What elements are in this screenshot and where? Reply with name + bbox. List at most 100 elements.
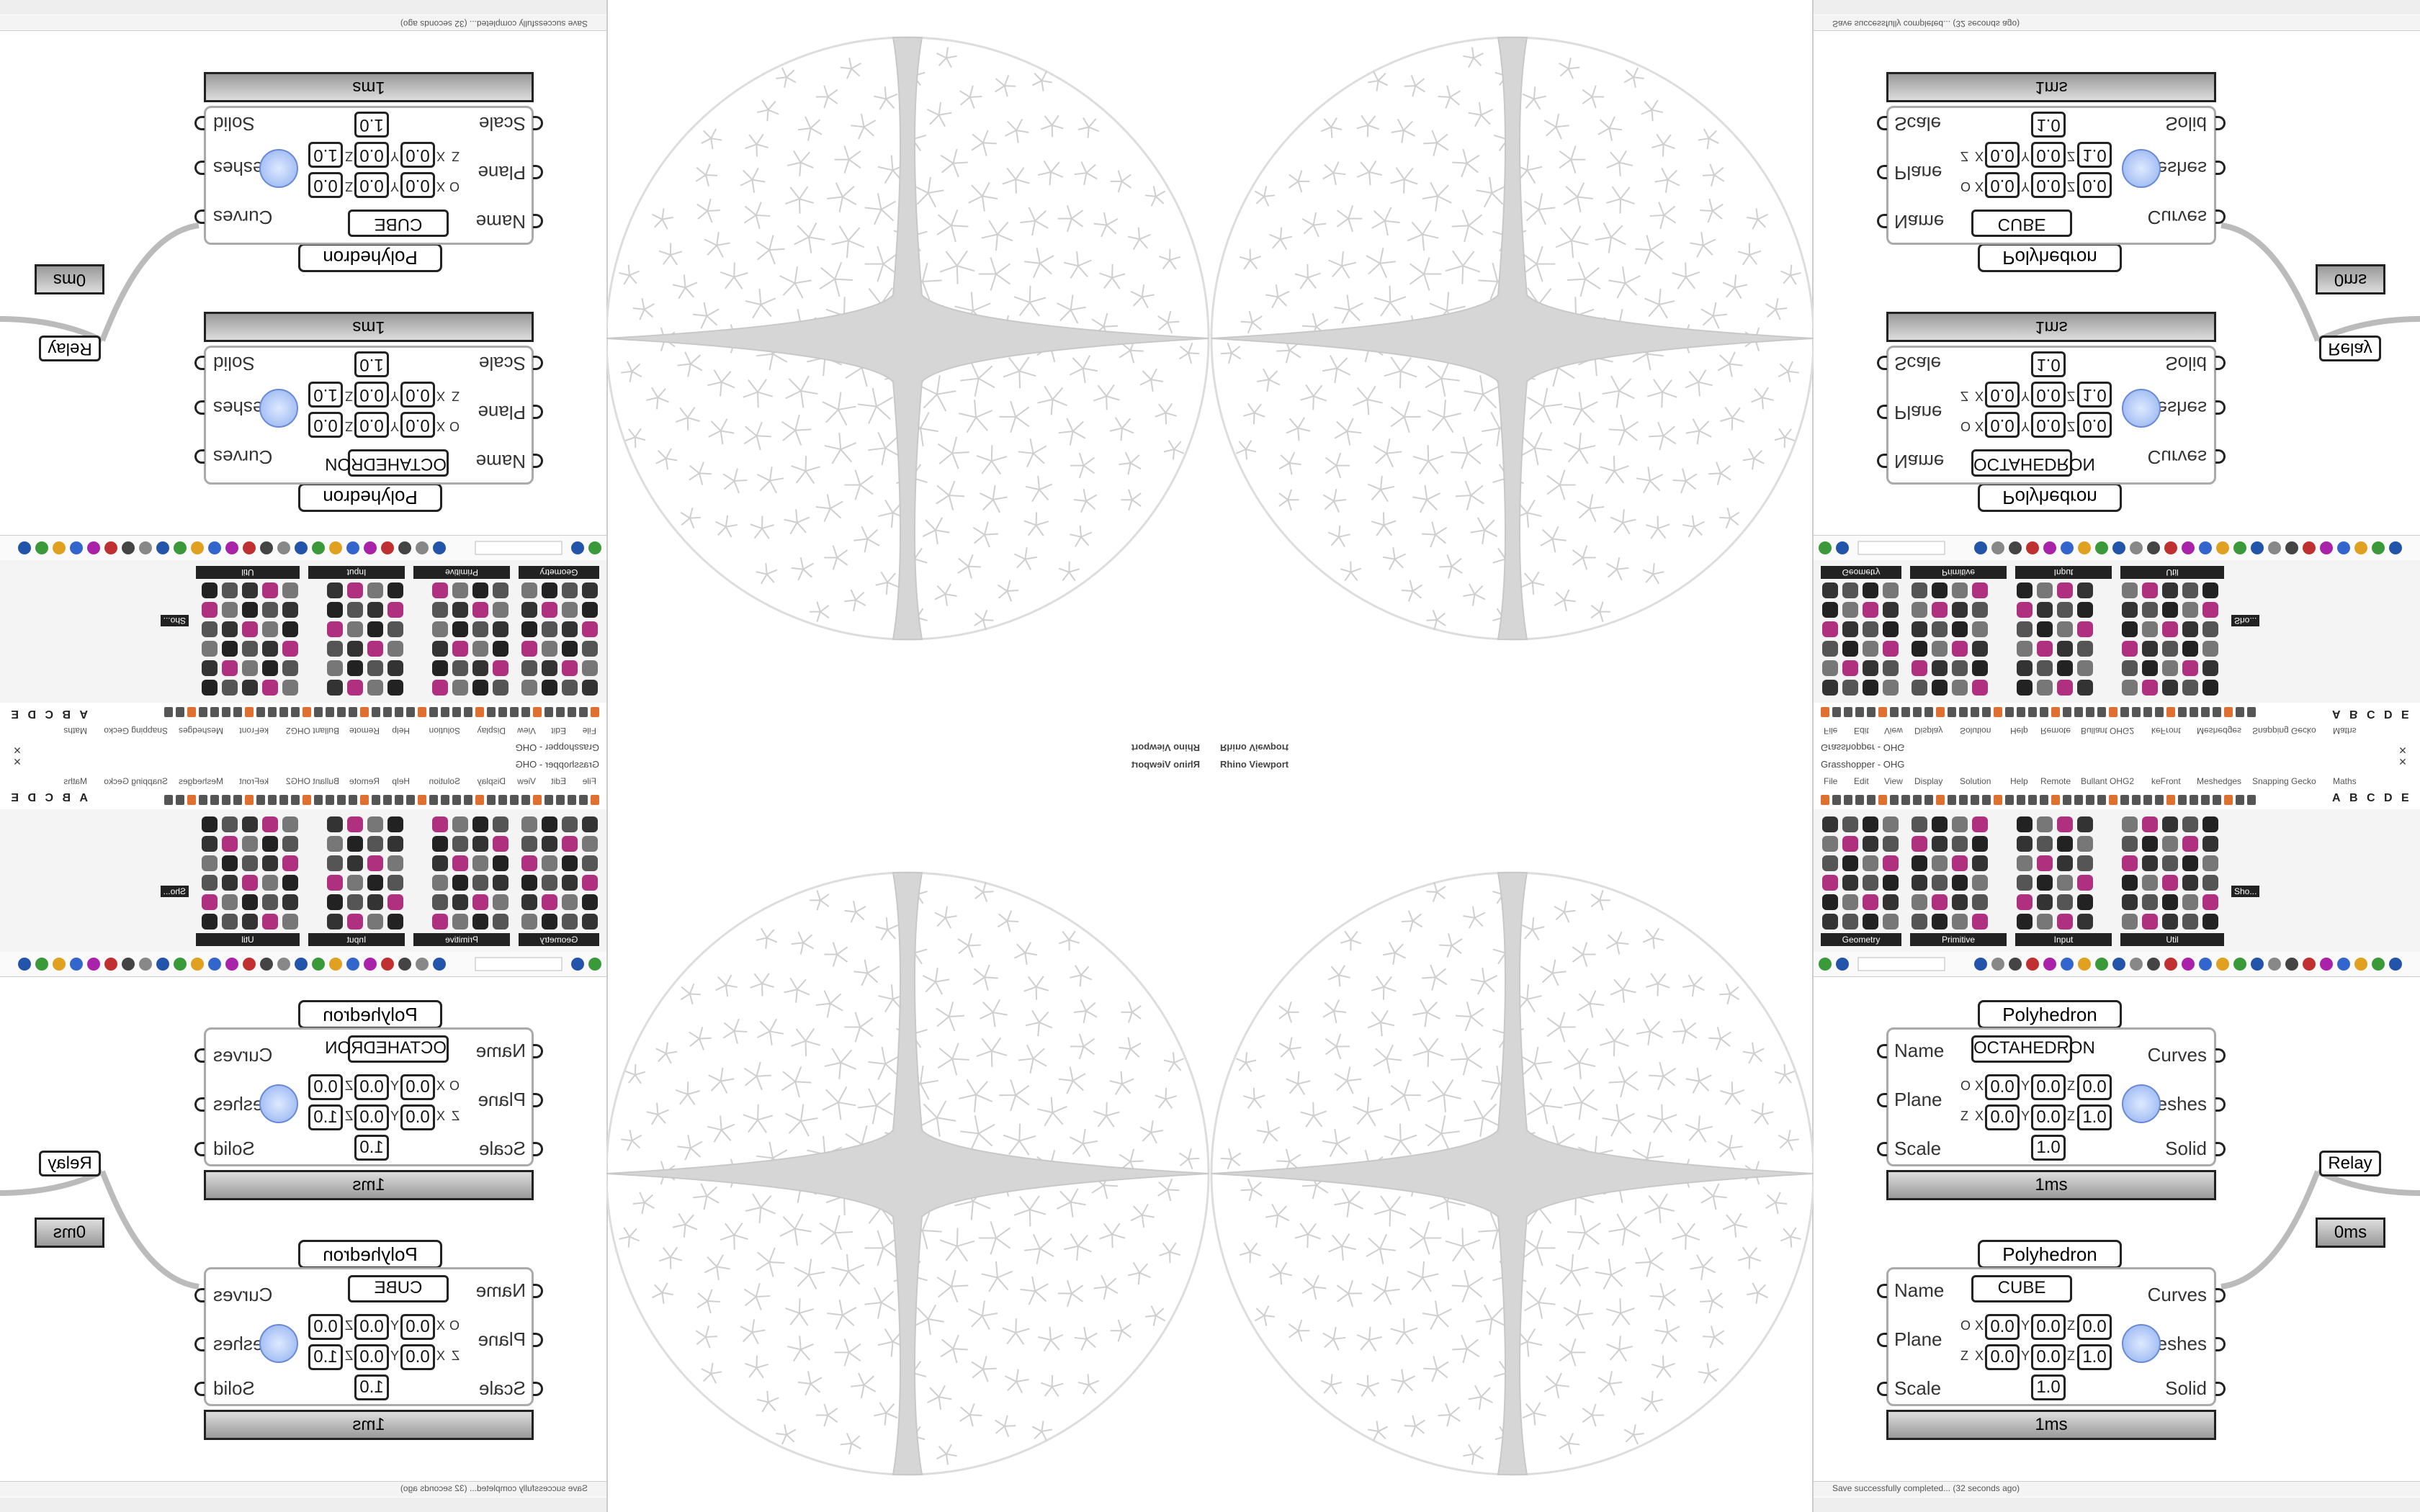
menu-item[interactable]: Edit <box>551 726 566 736</box>
mesh-icon <box>259 1084 298 1123</box>
menu-item[interactable]: Edit <box>551 776 566 786</box>
menu-item[interactable]: View <box>517 776 536 786</box>
menu-item[interactable]: Display <box>477 776 506 786</box>
menu-item[interactable]: Meshedges <box>178 776 223 786</box>
menu-item[interactable]: File <box>1824 776 1838 786</box>
viewport: Rhino Viewport <box>606 756 1210 1512</box>
menu-item[interactable]: Display <box>477 726 506 736</box>
menu-item[interactable]: Snapping Gecko <box>2252 776 2316 786</box>
menu-item[interactable]: File <box>582 726 596 736</box>
menu-item[interactable]: Solution <box>429 726 460 736</box>
menu-item[interactable]: Meshedges <box>2197 776 2242 786</box>
menu-item[interactable]: Meshedges <box>2197 726 2242 736</box>
menu-item[interactable]: Maths <box>63 726 87 736</box>
plane-row-label: Z <box>452 1109 460 1123</box>
menu-item[interactable]: Help <box>2010 726 2028 736</box>
quadrant: Rhino Viewport Grasshopper - OHG ✕ File Edit… <box>0 0 1210 756</box>
output-label: Curves <box>2147 207 2207 228</box>
axis-label: Y <box>390 419 399 433</box>
menu-item[interactable]: keFront <box>2151 726 2181 736</box>
menu-item[interactable]: Bullant OHG2 <box>2081 726 2135 736</box>
input-grip <box>1877 116 1887 130</box>
component-body[interactable]: Name Curves Plane Meshes Scale Solid OCTAHEDRO… <box>194 1027 543 1166</box>
component-body[interactable]: Name Curves Plane Meshes Scale Solid OCTAHEDRO… <box>194 346 543 485</box>
relay-label[interactable]: Relay <box>2319 336 2381 361</box>
close-button[interactable]: ✕ <box>2398 756 2407 768</box>
menu-item[interactable]: Remote <box>349 776 380 786</box>
component-body[interactable]: Name Curves Plane Meshes Scale Solid OCTAHEDRO… <box>1877 1027 2226 1166</box>
menu-item[interactable]: View <box>1884 726 1903 736</box>
menu-item[interactable]: Display <box>1914 726 1943 736</box>
menu-item[interactable]: Snapping Gecko <box>2252 726 2316 736</box>
menu-item[interactable]: Snapping Gecko <box>104 726 168 736</box>
plane-row-label: O <box>449 419 460 433</box>
palette-group-label: Geometry <box>1842 935 1881 945</box>
menu-item[interactable]: Display <box>1914 776 1943 786</box>
menu-item[interactable]: Solution <box>429 776 460 786</box>
menu-item[interactable]: Maths <box>2333 726 2357 736</box>
menu-item[interactable]: View <box>1884 776 1903 786</box>
menu-item[interactable]: Edit <box>1854 776 1869 786</box>
axis-label: X <box>1975 179 1984 194</box>
axis-label: Z <box>2067 1349 2075 1363</box>
menu-item[interactable]: keFront <box>2151 776 2181 786</box>
component-label[interactable]: Polyhedron <box>298 1000 442 1029</box>
name-value: CUBE <box>348 210 449 237</box>
menu-item[interactable]: Help <box>2010 776 2028 786</box>
menu-item[interactable]: Remote <box>2040 726 2071 736</box>
menu-item[interactable]: Help <box>392 726 410 736</box>
component-label[interactable]: Polyhedron <box>298 483 442 512</box>
component-label[interactable]: Polyhedron <box>1978 243 2122 272</box>
menu-item[interactable]: keFront <box>239 726 269 736</box>
output-grip <box>2215 1097 2226 1112</box>
menu-item[interactable]: File <box>582 776 596 786</box>
menu-item[interactable]: File <box>1824 726 1838 736</box>
component-body[interactable]: Name Curves Plane Meshes Scale Solid CUBE O X 0.0… <box>194 106 543 245</box>
component-label[interactable]: Polyhedron <box>298 243 442 272</box>
close-button[interactable]: ✕ <box>2398 744 2407 756</box>
scale-value: 1.0 <box>354 1374 389 1400</box>
axis-label: Z <box>345 149 353 163</box>
menu-item[interactable]: Bullant OHG2 <box>285 726 339 736</box>
menu-item[interactable]: Maths <box>63 776 87 786</box>
menu-item[interactable]: Meshedges <box>178 726 223 736</box>
axis-label: X <box>436 149 445 163</box>
menu-item[interactable]: Remote <box>349 726 380 736</box>
menu-item[interactable]: Bullant OHG2 <box>2081 776 2135 786</box>
palette-group-label: Geometry <box>539 567 578 577</box>
taskbar <box>0 1498 606 1512</box>
menu-item[interactable]: Solution <box>1960 726 1991 736</box>
menu-item[interactable]: Maths <box>2333 776 2357 786</box>
menu-item[interactable]: Bullant OHG2 <box>285 776 339 786</box>
viewport: Rhino Viewport <box>1210 0 1814 756</box>
menu-item[interactable]: Remote <box>2040 776 2071 786</box>
menu-item[interactable]: keFront <box>239 776 269 786</box>
input-label: Name <box>475 211 526 233</box>
palette-group-label: Util <box>2166 935 2179 945</box>
component-label[interactable]: Polyhedron <box>1978 1240 2122 1269</box>
input-label: Name <box>1894 1279 1945 1301</box>
menu-item[interactable]: Help <box>392 776 410 786</box>
component-body[interactable]: Name Curves Plane Meshes Scale Solid OCTAHEDRO… <box>1877 346 2226 485</box>
input-label: Name <box>475 1279 526 1301</box>
palette-group-label: Input <box>346 935 367 945</box>
close-button[interactable]: ✕ <box>13 744 22 756</box>
relay-label[interactable]: Relay <box>39 1151 101 1176</box>
close-button[interactable]: ✕ <box>13 756 22 768</box>
component-label[interactable]: Polyhedron <box>1978 483 2122 512</box>
component-label[interactable]: Polyhedron <box>1978 1000 2122 1029</box>
component-body[interactable]: Name Curves Plane Meshes Scale Solid CUBE O X 0.0… <box>1877 106 2226 245</box>
menu-item[interactable]: Edit <box>1854 726 1869 736</box>
axis-label: Y <box>390 1079 399 1093</box>
axis-label: Z <box>345 1109 353 1123</box>
relay-label[interactable]: Relay <box>39 336 101 361</box>
vector-value: 0.0 <box>2031 412 2066 438</box>
component-label[interactable]: Polyhedron <box>298 1240 442 1269</box>
mesh-icon <box>2122 1084 2161 1123</box>
menu-item[interactable]: Solution <box>1960 776 1991 786</box>
menu-item[interactable]: View <box>517 726 536 736</box>
relay-label[interactable]: Relay <box>2319 1151 2381 1176</box>
component-body[interactable]: Name Curves Plane Meshes Scale Solid CUBE O X 0.0… <box>1877 1267 2226 1406</box>
menu-item[interactable]: Snapping Gecko <box>104 776 168 786</box>
component-body[interactable]: Name Curves Plane Meshes Scale Solid CUBE O X 0.0… <box>194 1267 543 1406</box>
